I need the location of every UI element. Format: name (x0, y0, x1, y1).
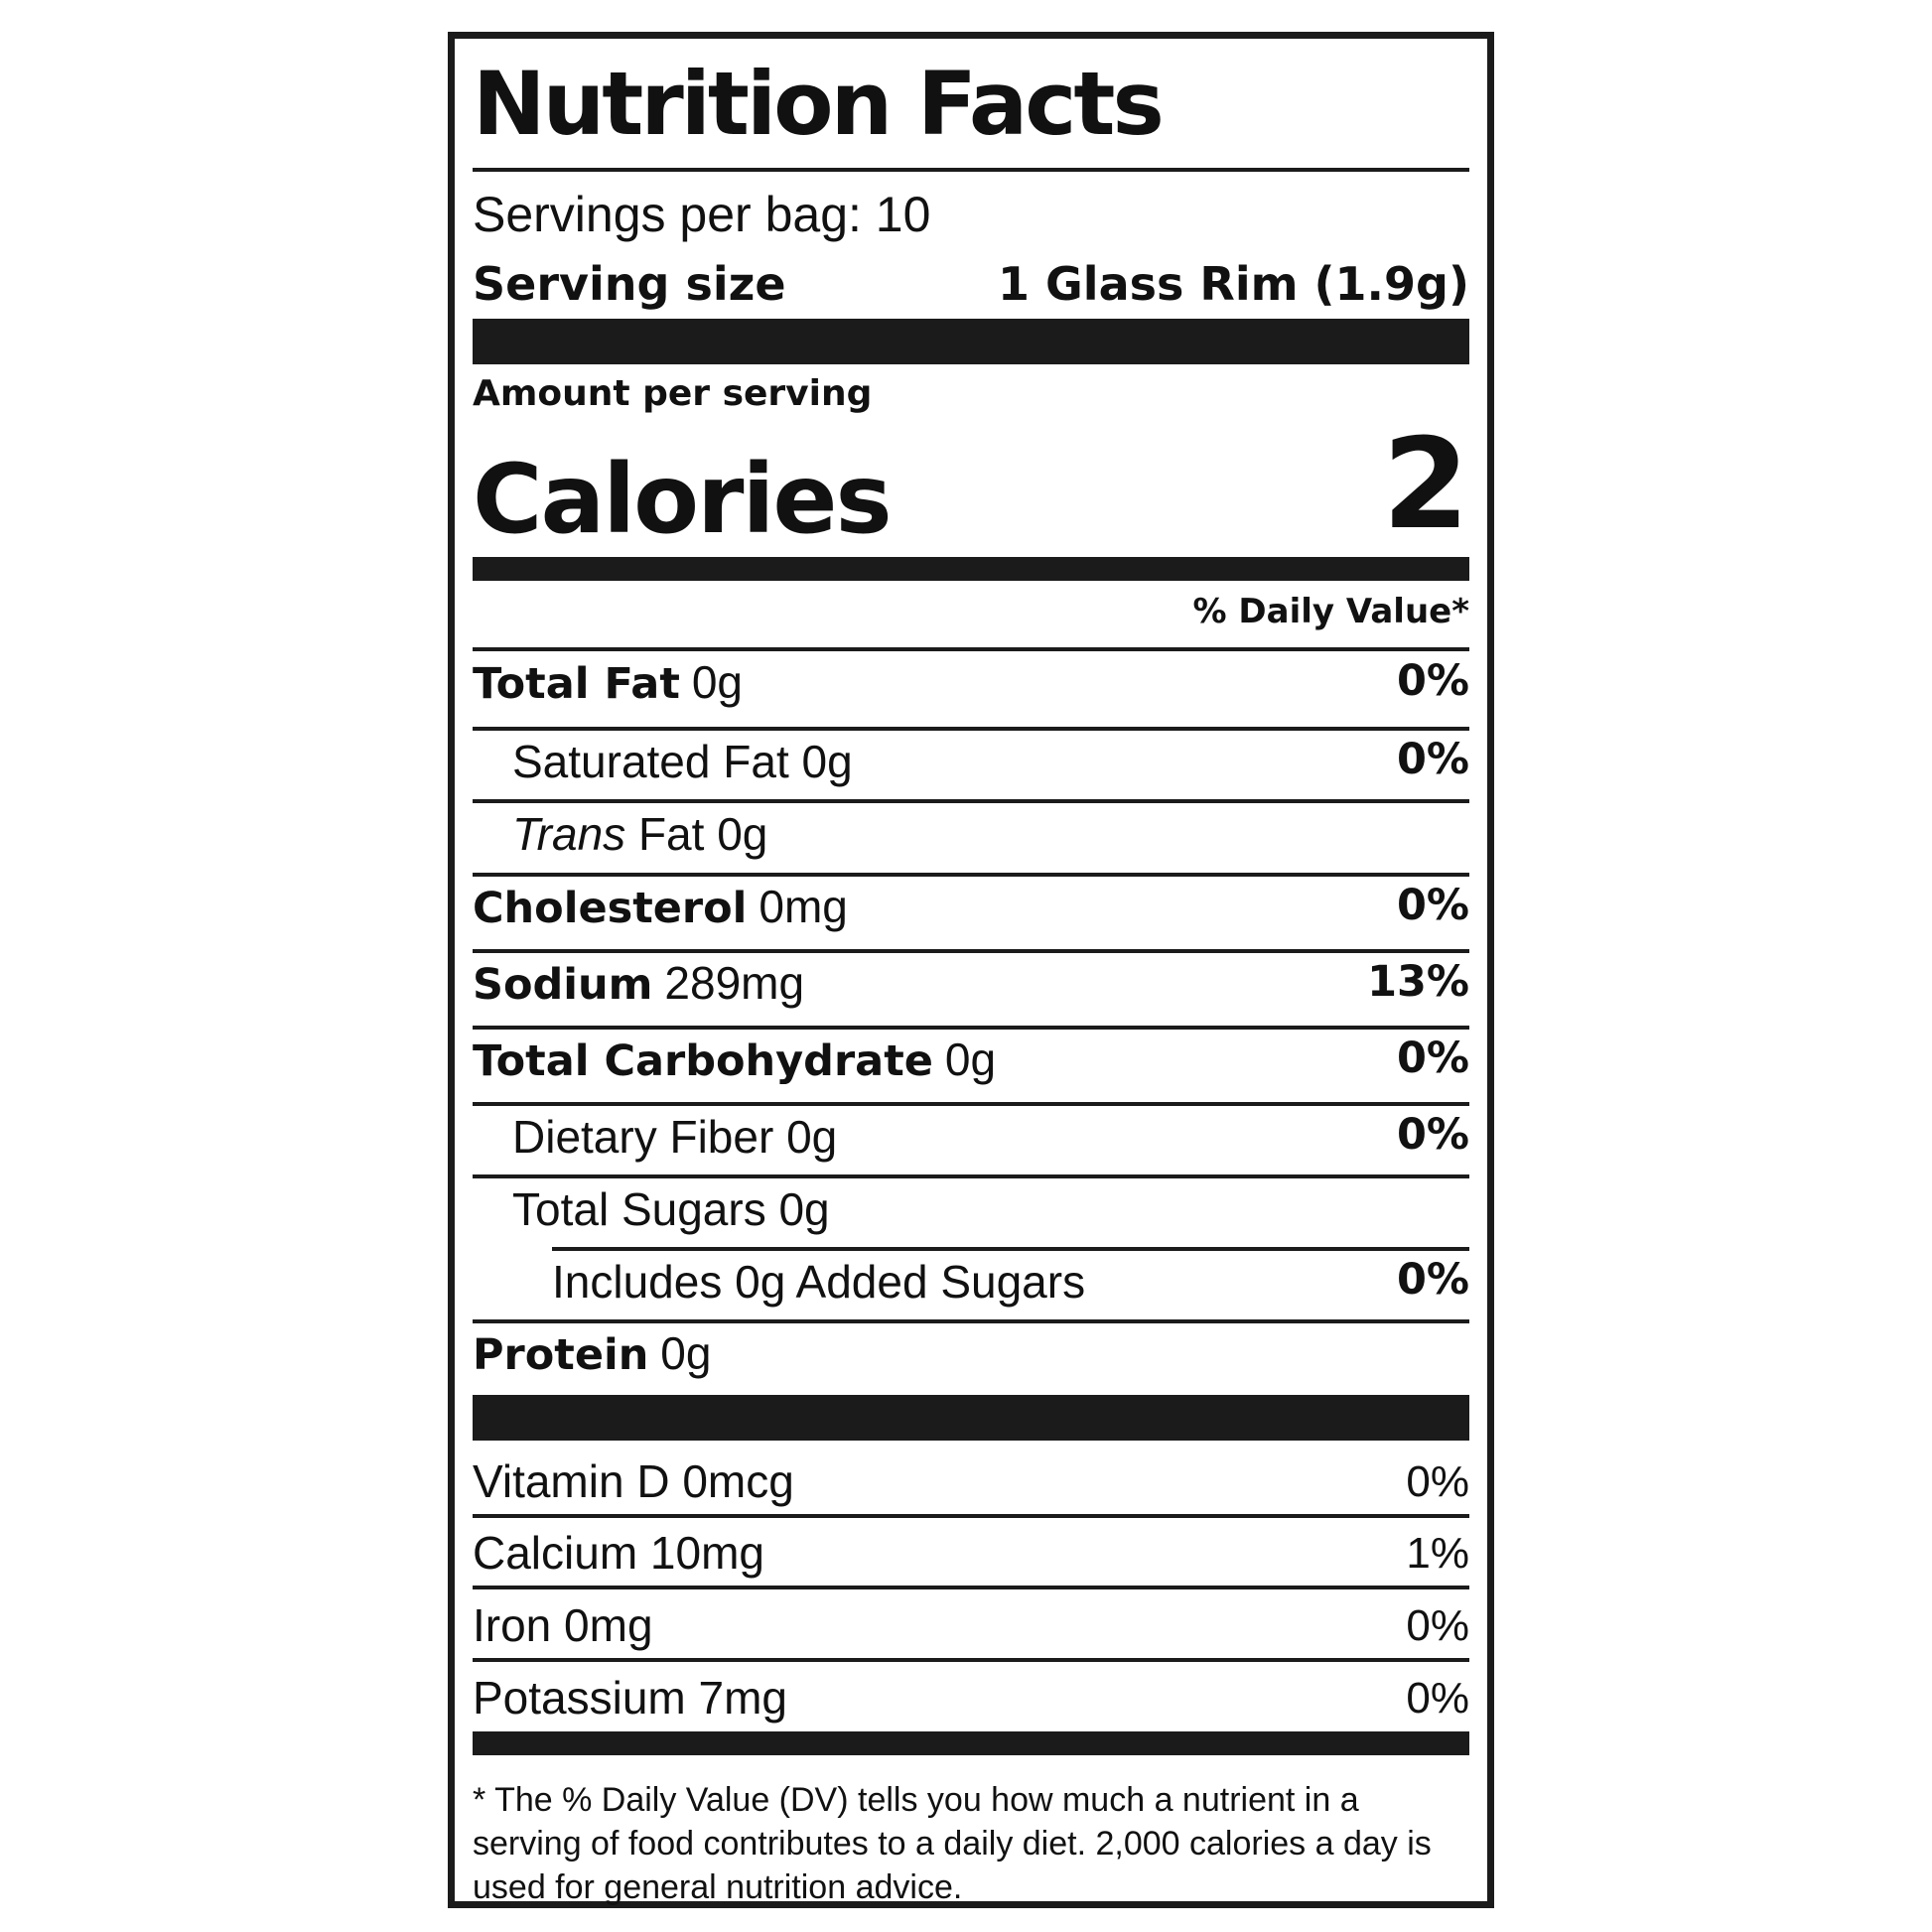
calories-label: Calories (473, 444, 893, 555)
nutrient-name: Total Sugars 0g (512, 1183, 830, 1235)
divider (473, 1586, 1469, 1589)
nutrient-amount: 0mg (759, 881, 848, 932)
nutrient-row-trans-fat: Trans Fat 0g (473, 803, 1469, 863)
nutrient-dv: 0% (1396, 656, 1469, 706)
medium-divider (473, 557, 1469, 581)
daily-value-header: % Daily Value* (1192, 592, 1469, 631)
nutrient-row-saturated-fat: Saturated Fat 0g 0% (473, 731, 1469, 790)
trans-italic: Trans (512, 808, 626, 860)
vitamin-dv: 0% (1406, 1674, 1469, 1723)
nutrient-amount: 0g (660, 1327, 712, 1379)
nutrient-dv: 13% (1367, 957, 1469, 1007)
nutrient-dv: 0% (1396, 1255, 1469, 1305)
nutrient-name: Cholesterol (473, 884, 748, 933)
nutrient-row-sodium: Sodium 289mg 13% (473, 953, 1469, 1013)
vitamin-row: Calcium 10mg 1% (473, 1522, 1469, 1582)
vitamin-name: Potassium 7mg (473, 1672, 788, 1724)
nutrient-row-added-sugars: Includes 0g Added Sugars 0% (473, 1251, 1469, 1311)
divider (473, 1174, 1469, 1178)
divider (473, 647, 1469, 651)
vitamin-row: Vitamin D 0mcg 0% (473, 1450, 1469, 1510)
vitamin-name: Iron 0mg (473, 1599, 653, 1651)
nutrient-dv: 0% (1396, 1034, 1469, 1083)
calories-row: Calories 2 (473, 411, 1469, 557)
divider (473, 1319, 1469, 1323)
divider (473, 949, 1469, 953)
nutrient-amount: 289mg (664, 957, 805, 1009)
servings-per-container: Servings per bag: 10 (473, 187, 931, 242)
divider (473, 1658, 1469, 1662)
nutrient-amount: 0g (944, 1034, 997, 1085)
nutrient-name: Dietary Fiber 0g (512, 1111, 838, 1163)
divider (473, 799, 1469, 803)
thick-divider (473, 1395, 1469, 1441)
nutrition-facts-label: Nutrition Facts Servings per bag: 10 Ser… (448, 32, 1494, 1908)
vitamin-name: Vitamin D 0mcg (473, 1455, 794, 1507)
divider (473, 727, 1469, 731)
nutrient-row-total-carbohydrate: Total Carbohydrate 0g 0% (473, 1030, 1469, 1089)
nutrient-row-protein: Protein 0g (473, 1323, 1469, 1383)
vitamin-dv: 0% (1406, 1601, 1469, 1650)
nutrient-dv: 0% (1396, 735, 1469, 784)
calories-value: 2 (1382, 411, 1469, 557)
serving-size-label: Serving size (473, 257, 786, 311)
nutrient-row-cholesterol: Cholesterol 0mg 0% (473, 877, 1469, 936)
thick-divider (473, 319, 1469, 364)
divider (473, 1026, 1469, 1030)
vitamin-row: Iron 0mg 0% (473, 1594, 1469, 1654)
nutrient-name: Protein (473, 1330, 649, 1380)
divider (473, 873, 1469, 877)
serving-size-value: 1 Glass Rim (1.9g) (998, 257, 1469, 311)
nutrient-row-dietary-fiber: Dietary Fiber 0g 0% (473, 1106, 1469, 1166)
nutrient-row-total-sugars: Total Sugars 0g (473, 1178, 1469, 1238)
nutrient-dv: 0% (1396, 1110, 1469, 1160)
nutrient-name: Sodium (473, 960, 653, 1010)
serving-size-row: Serving size 1 Glass Rim (1.9g) (473, 247, 1469, 307)
nutrient-dv: 0% (1396, 881, 1469, 930)
medium-divider (473, 1731, 1469, 1755)
nutrient-name: Total Carbohydrate (473, 1036, 933, 1086)
vitamin-name: Calcium 10mg (473, 1527, 764, 1579)
nutrient-name: Fat 0g (625, 808, 768, 860)
nutrient-name: Includes 0g Added Sugars (552, 1256, 1086, 1308)
nutrient-name: Saturated Fat 0g (512, 736, 853, 787)
amount-per-serving: Amount per serving (473, 373, 873, 414)
label-title: Nutrition Facts (473, 53, 1165, 155)
vitamin-dv: 1% (1406, 1529, 1469, 1578)
footnote: * The % Daily Value (DV) tells you how m… (473, 1781, 1432, 1906)
divider (473, 1514, 1469, 1518)
nutrient-amount: 0g (691, 656, 743, 708)
divider (552, 1247, 1469, 1251)
vitamin-row: Potassium 7mg 0% (473, 1667, 1469, 1726)
nutrient-name: Total Fat (473, 659, 680, 709)
divider (473, 168, 1469, 172)
vitamin-dv: 0% (1406, 1457, 1469, 1506)
divider (473, 1102, 1469, 1106)
nutrient-row-total-fat: Total Fat 0g 0% (473, 652, 1469, 712)
